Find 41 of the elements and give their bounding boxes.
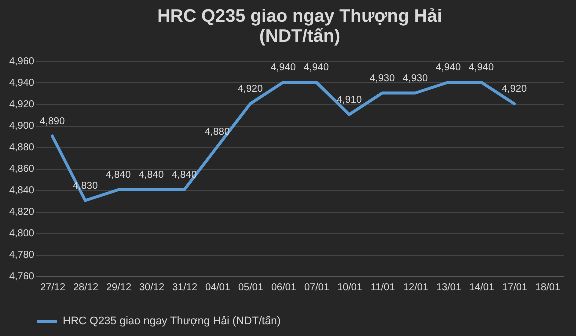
x-tick-label: 10/01 (337, 282, 363, 294)
data-label: 4,940 (436, 62, 462, 74)
data-label: 4,930 (370, 73, 396, 84)
x-tick-label: 28/12 (73, 282, 99, 294)
x-tick-label: 31/12 (172, 282, 198, 294)
y-tick-label: 4,960 (9, 56, 35, 68)
y-tick-label: 4,920 (9, 100, 35, 110)
y-tick-label: 4,940 (9, 78, 35, 89)
x-tick-label: 27/12 (40, 282, 66, 294)
x-tick-label: 17/01 (502, 282, 528, 294)
y-tick-label: 4,860 (9, 164, 35, 175)
x-tick-label: 06/01 (271, 282, 297, 294)
data-label: 4,890 (40, 116, 66, 128)
x-tick-label: 18/01 (535, 282, 561, 294)
data-label: 4,920 (238, 84, 264, 95)
data-label: 4,840 (138, 170, 164, 181)
data-label: 4,910 (336, 94, 362, 106)
legend-label: HRC Q235 giao ngay Thượng Hải (NDT/tấn) (63, 316, 281, 328)
data-label: 4,940 (304, 62, 330, 74)
y-tick-label: 4,900 (9, 121, 35, 132)
x-tick-label: 30/12 (139, 282, 165, 294)
data-label: 4,920 (502, 84, 528, 95)
x-tick-label: 11/01 (370, 282, 396, 294)
x-tick-label: 04/01 (205, 282, 231, 294)
x-tick-label: 07/01 (304, 282, 330, 294)
y-tick-label: 4,780 (9, 250, 35, 261)
y-tick-label: 4,840 (9, 186, 35, 196)
chart-title: HRC Q235 giao ngay Thượng Hải (NDT/tấn) (158, 6, 442, 46)
x-tick-label: 14/01 (469, 282, 495, 294)
data-label: 4,940 (468, 62, 494, 74)
x-tick-label: 13/01 (436, 282, 462, 294)
data-label: 4,840 (106, 170, 132, 181)
data-label: 4,930 (402, 73, 428, 84)
data-label: 4,940 (270, 62, 296, 74)
x-tick-label: 05/01 (238, 282, 264, 294)
x-tick-label: 29/12 (106, 282, 132, 294)
y-tick-label: 4,820 (9, 207, 35, 218)
y-tick-label: 4,800 (9, 228, 35, 240)
y-tick-label: 4,760 (9, 272, 35, 282)
x-tick-label: 12/01 (403, 282, 429, 294)
y-tick-label: 4,880 (9, 142, 35, 154)
